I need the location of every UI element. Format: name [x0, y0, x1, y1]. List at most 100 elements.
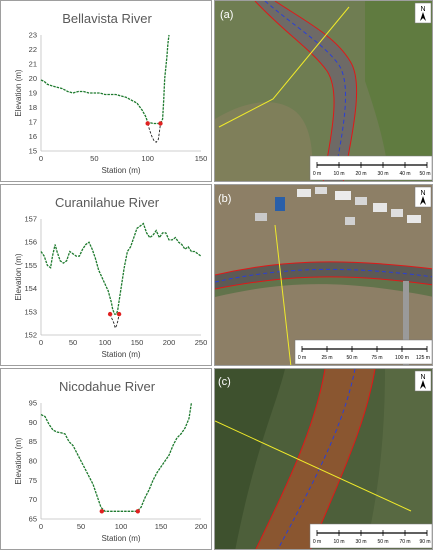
- y-tick-label: 80: [29, 457, 37, 466]
- buildings: [255, 187, 421, 225]
- x-tick-label: 100: [115, 522, 128, 531]
- chart-curanilahue: Curanilahue River 0 50 100 150 200 250 152 153 15…: [14, 195, 208, 359]
- right-vegetation: [365, 369, 432, 549]
- scale-label: 40 m: [399, 171, 410, 177]
- y-tick-label: 20: [29, 74, 37, 83]
- panel-label-c: (c): [218, 376, 231, 388]
- north-arrow-c: N: [414, 370, 432, 392]
- ground-profile-line: [40, 34, 170, 125]
- river-water-c: [255, 369, 375, 549]
- bare-ground-patch: [215, 102, 313, 181]
- ground-profile-line: [40, 222, 202, 315]
- chart-panel-1: Bellavista River 0 50 100 150 15 16 17 18 19 20 21 2…: [0, 0, 212, 182]
- x-axis-title: Station (m): [101, 350, 140, 359]
- y-axis-title: Elevation (m): [14, 253, 23, 300]
- lower-bank-line-b: [215, 276, 432, 290]
- y-tick-label: 154: [24, 284, 37, 293]
- water-edge-marker: [145, 121, 150, 126]
- x-axis-title: Station (m): [101, 166, 140, 175]
- north-label: N: [420, 6, 425, 13]
- left-vegetation: [215, 369, 285, 549]
- x-tick-label: 250: [195, 338, 208, 347]
- chart-title: Bellavista River: [62, 11, 152, 26]
- y-tick-label: 155: [24, 261, 37, 270]
- chart-title: Curanilahue River: [55, 195, 160, 210]
- scale-bar-c: 0 m 10 m 30 m 50 m 70 m 90 m: [309, 523, 432, 549]
- x-axis-title: Station (m): [101, 534, 140, 543]
- river-water-b: [215, 261, 432, 289]
- y-tick-label: 70: [29, 495, 37, 504]
- cross-section-line-b: [274, 224, 292, 365]
- x-tick-label: 50: [90, 154, 98, 163]
- chart-bellavista: Bellavista River 0 50 100 150 15 16 17 18 19 20 21 2…: [14, 11, 208, 175]
- scale-label: 50 m: [346, 355, 357, 361]
- x-tick-label: 100: [141, 154, 154, 163]
- y-tick-label: 21: [29, 60, 37, 69]
- map-panel-c: (c) N 0 m 10 m 30 m 50 m 70 m 90: [214, 368, 433, 550]
- scale-label: 0 m: [298, 355, 306, 361]
- north-arrow-a: N: [414, 2, 432, 24]
- y-tick-label: 65: [29, 515, 37, 524]
- chart-nicodahue: Nicodahue River 0 50 100 150 200 65 70 75 80 85 90 9…: [14, 379, 208, 543]
- scale-label: 30 m: [355, 539, 366, 545]
- scale-label: 0 m: [313, 539, 321, 545]
- water-edge-marker: [99, 509, 105, 514]
- y-tick-label: 152: [24, 331, 37, 340]
- x-tick-label: 100: [99, 338, 112, 347]
- centerline-c: [277, 369, 356, 549]
- north-arrow-b: N: [414, 186, 432, 208]
- x-tick-label: 150: [131, 338, 144, 347]
- map-panel-a: (a) N 0 m 10 m 20 m 30 m 40 m 50: [214, 0, 433, 182]
- chart-panel-2: Curanilahue River 0 50 100 150 200 250 152 153 15…: [0, 184, 212, 366]
- y-tick-label: 157: [24, 215, 37, 224]
- bathymetry-profile-line: [147, 123, 161, 143]
- y-tick-label: 19: [29, 89, 37, 98]
- map-panel-b: (b) N 0 m 25 m 50 m 75 m 100 m 12: [214, 184, 433, 366]
- y-tick-label: 18: [29, 103, 37, 112]
- aerial-image-b: (b) N 0 m 25 m 50 m 75 m 100 m 12: [215, 185, 432, 365]
- aerial-image-a: (a) N 0 m 10 m 20 m 30 m 40 m 50: [215, 1, 432, 181]
- y-tick-label: 75: [29, 476, 37, 485]
- scale-label: 125 m: [416, 355, 430, 361]
- y-tick-label: 153: [24, 307, 37, 316]
- scale-label: 90 m: [419, 539, 430, 545]
- chart-panel-3: Nicodahue River 0 50 100 150 200 65 70 75 80 85 90 9…: [0, 368, 212, 550]
- north-label: N: [420, 374, 425, 381]
- upper-bank-line-b: [215, 261, 432, 276]
- bridge: [403, 281, 409, 365]
- y-tick-label: 156: [24, 238, 37, 247]
- x-tick-label: 150: [155, 522, 168, 531]
- x-tick-label: 200: [195, 522, 208, 531]
- cross-section-line-c: [215, 420, 412, 512]
- x-tick-label: 0: [39, 338, 43, 347]
- bathymetry-profile-line: [109, 313, 120, 330]
- scale-label: 50 m: [419, 171, 430, 177]
- y-tick-label: 85: [29, 437, 37, 446]
- vegetation-patch: [365, 1, 432, 181]
- panel-label-b: (b): [218, 193, 231, 205]
- x-tick-label: 150: [195, 154, 208, 163]
- x-tick-label: 50: [69, 338, 77, 347]
- y-tick-label: 90: [29, 418, 37, 427]
- scale-label: 75 m: [371, 355, 382, 361]
- scale-label: 100 m: [395, 355, 409, 361]
- ground-profile-line: [40, 402, 193, 512]
- water-edge-marker: [116, 311, 122, 317]
- water-edge-marker: [107, 311, 113, 317]
- y-axis-title: Elevation (m): [14, 69, 23, 116]
- north-label: N: [420, 190, 425, 197]
- scale-label: 0 m: [313, 171, 321, 177]
- scale-label: 10 m: [333, 171, 344, 177]
- panel-label-a: (a): [220, 9, 233, 21]
- scale-label: 10 m: [333, 539, 344, 545]
- water-edge-marker: [158, 121, 163, 126]
- x-tick-label: 0: [39, 154, 43, 163]
- aerial-image-c: (c) N 0 m 10 m 30 m 50 m 70 m 90: [215, 369, 432, 549]
- left-bank-line-a: [254, 1, 335, 181]
- scale-label: 20 m: [355, 171, 366, 177]
- scale-label: 70 m: [399, 539, 410, 545]
- y-tick-label: 95: [29, 399, 37, 408]
- chart-title: Nicodahue River: [59, 379, 156, 394]
- x-tick-label: 0: [39, 522, 43, 531]
